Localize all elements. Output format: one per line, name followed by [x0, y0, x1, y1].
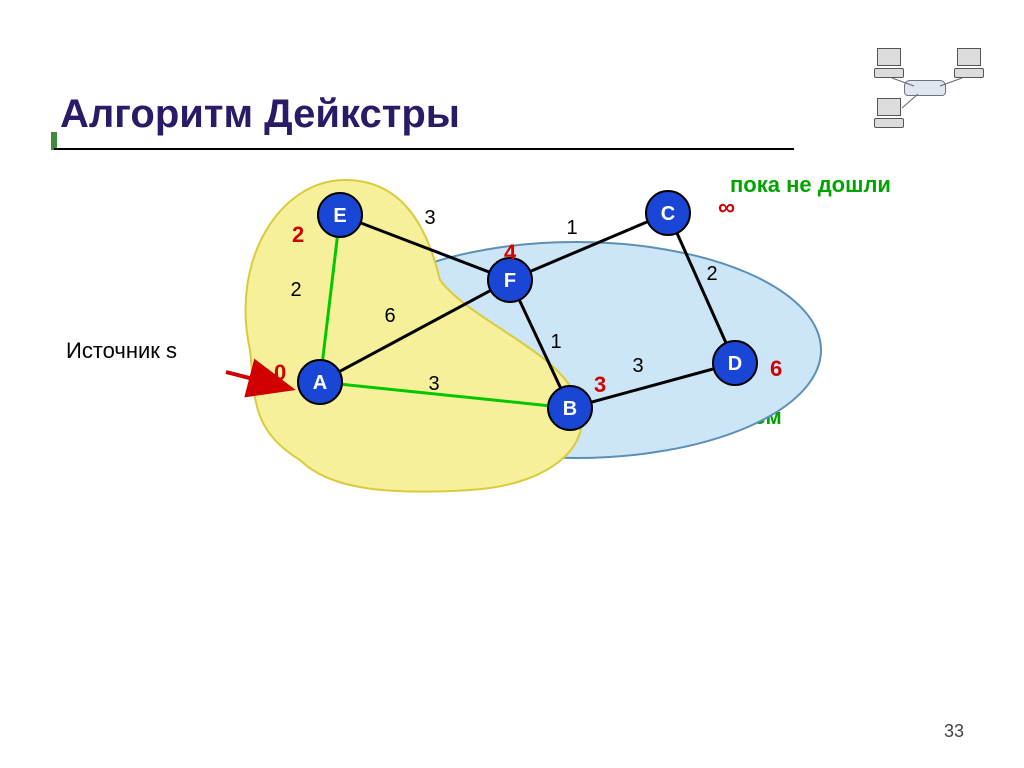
- distance-value: 3: [594, 372, 606, 398]
- distance-value: 4: [504, 240, 516, 266]
- distance-value: 0: [274, 360, 286, 386]
- distance-value: 2: [292, 222, 304, 248]
- slide: { "title": "Алгоритм Дейкстры", "page_nu…: [0, 0, 1024, 768]
- distance-value: 6: [770, 356, 782, 382]
- distances-layer: 0 2 4 3 6: [0, 0, 1024, 768]
